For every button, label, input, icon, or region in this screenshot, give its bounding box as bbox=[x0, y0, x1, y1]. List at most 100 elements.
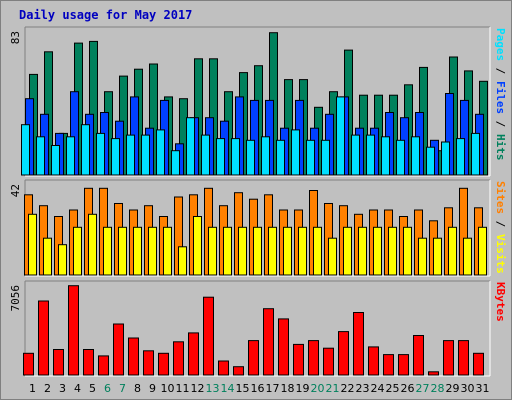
panel-middle: 42 Sites / Visits bbox=[9, 179, 507, 277]
bar-kbytes-20 bbox=[308, 340, 319, 376]
bar-kbytes-29 bbox=[443, 340, 454, 376]
x-tick-label-21: 21 bbox=[326, 382, 340, 395]
x-tick-label-12: 12 bbox=[191, 382, 205, 395]
x-tick-label-7: 7 bbox=[119, 382, 126, 395]
bar-pages-25 bbox=[381, 136, 390, 176]
bar-pages-29 bbox=[441, 141, 450, 176]
x-tick-label-4: 4 bbox=[74, 382, 81, 395]
bar-kbytes-1 bbox=[23, 352, 34, 376]
bar-pages-5 bbox=[81, 124, 90, 176]
bar-sites-14 bbox=[223, 226, 232, 276]
x-tick-label-15: 15 bbox=[236, 382, 250, 395]
bar-kbytes-9 bbox=[143, 350, 154, 376]
bar-pages-24 bbox=[366, 134, 375, 176]
bar-pages-9 bbox=[141, 134, 150, 176]
bar-kbytes-13 bbox=[203, 296, 214, 376]
x-tick-label-16: 16 bbox=[251, 382, 265, 395]
bar-sites-8 bbox=[133, 226, 142, 276]
x-tick-label-10: 10 bbox=[161, 382, 175, 395]
legend-entry: Visits bbox=[494, 234, 507, 274]
bar-sites-12 bbox=[193, 216, 202, 276]
bar-kbytes-16 bbox=[248, 340, 259, 376]
bar-sites-9 bbox=[148, 226, 157, 276]
bar-sites-21 bbox=[328, 237, 337, 276]
bar-kbytes-5 bbox=[83, 349, 94, 376]
bar-sites-16 bbox=[253, 226, 262, 276]
legend-entry: KBytes bbox=[494, 282, 507, 322]
bar-pages-28 bbox=[426, 146, 435, 176]
bar-pages-1 bbox=[21, 124, 30, 176]
x-tick-label-27: 27 bbox=[416, 382, 430, 395]
bar-sites-1 bbox=[28, 213, 37, 276]
bar-sites-5 bbox=[88, 213, 97, 276]
bar-pages-26 bbox=[396, 139, 405, 176]
bar-pages-11 bbox=[171, 150, 180, 176]
x-tick-label-20: 20 bbox=[311, 382, 325, 395]
bar-kbytes-8 bbox=[128, 337, 139, 376]
bar-pages-3 bbox=[51, 145, 60, 176]
bar-pages-16 bbox=[246, 139, 255, 176]
bar-pages-2 bbox=[36, 136, 45, 176]
bar-sites-17 bbox=[268, 226, 277, 276]
y-max-label: 7056 bbox=[9, 285, 22, 312]
bar-sites-13 bbox=[208, 226, 217, 276]
bar-kbytes-27 bbox=[413, 335, 424, 376]
bar-sites-26 bbox=[403, 226, 412, 276]
bar-kbytes-23 bbox=[353, 312, 364, 376]
x-tick-label-9: 9 bbox=[149, 382, 156, 395]
bar-kbytes-25 bbox=[383, 354, 394, 376]
bar-pages-19 bbox=[291, 129, 300, 176]
bar-pages-21 bbox=[321, 139, 330, 176]
bar-kbytes-15 bbox=[233, 366, 244, 376]
bar-sites-15 bbox=[238, 226, 247, 276]
x-tick-label-24: 24 bbox=[371, 382, 385, 395]
bar-sites-28 bbox=[433, 237, 442, 276]
bar-sites-24 bbox=[373, 226, 382, 276]
chart-title: Daily usage for May 2017 bbox=[19, 8, 192, 22]
bar-sites-20 bbox=[313, 226, 322, 276]
bar-kbytes-26 bbox=[398, 354, 409, 376]
bar-sites-27 bbox=[418, 237, 427, 276]
x-tick-label-26: 26 bbox=[401, 382, 415, 395]
bar-sites-10 bbox=[163, 226, 172, 276]
bar-sites-7 bbox=[118, 226, 127, 276]
bar-kbytes-28 bbox=[428, 371, 439, 376]
bar-pages-12 bbox=[186, 117, 195, 176]
bar-pages-31 bbox=[471, 132, 480, 176]
bar-sites-18 bbox=[283, 226, 292, 276]
bar-pages-30 bbox=[456, 138, 465, 176]
bar-sites-30 bbox=[463, 237, 472, 276]
legend-entry: Hits bbox=[494, 134, 507, 161]
bar-kbytes-18 bbox=[278, 318, 289, 376]
bar-kbytes-11 bbox=[173, 341, 184, 376]
x-tick-label-19: 19 bbox=[296, 382, 310, 395]
bar-sites-31 bbox=[478, 226, 487, 276]
bar-kbytes-14 bbox=[218, 360, 229, 376]
bar-pages-13 bbox=[201, 134, 210, 176]
bar-sites-11 bbox=[178, 246, 187, 276]
legend-entry: / bbox=[494, 214, 507, 234]
x-tick-label-22: 22 bbox=[341, 382, 355, 395]
legend-entry: Sites bbox=[494, 181, 507, 214]
bar-pages-6 bbox=[96, 132, 105, 176]
bar-sites-22 bbox=[343, 226, 352, 276]
bar-pages-23 bbox=[351, 134, 360, 176]
bar-kbytes-10 bbox=[158, 352, 169, 376]
bar-kbytes-21 bbox=[323, 347, 334, 376]
bar-pages-10 bbox=[156, 129, 165, 176]
bar-pages-27 bbox=[411, 136, 420, 176]
bar-kbytes-31 bbox=[473, 352, 484, 376]
x-tick-label-6: 6 bbox=[104, 382, 111, 395]
legend-entry: Files bbox=[494, 81, 507, 114]
bar-kbytes-2 bbox=[38, 300, 49, 376]
bar-sites-4 bbox=[73, 226, 82, 276]
bar-kbytes-7 bbox=[113, 323, 124, 376]
bar-kbytes-17 bbox=[263, 308, 274, 376]
bar-sites-6 bbox=[103, 226, 112, 276]
bar-sites-3 bbox=[58, 244, 67, 276]
legend-middle: Sites / Visits bbox=[494, 181, 507, 274]
bar-pages-15 bbox=[231, 138, 240, 176]
bar-kbytes-19 bbox=[293, 343, 304, 376]
y-max-label: 42 bbox=[9, 184, 22, 197]
